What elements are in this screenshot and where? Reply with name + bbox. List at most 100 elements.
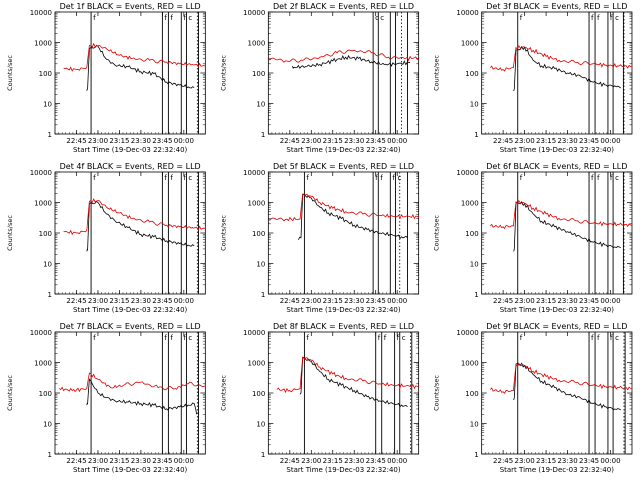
y-tick-label: 10000	[30, 169, 52, 177]
marker-letter: c	[615, 334, 619, 342]
panel-title: Det 9f BLACK = Events, RED = LLD	[486, 322, 627, 331]
y-axis-label: Counts/sec	[219, 55, 227, 91]
marker-letter: f	[591, 334, 594, 342]
x-tick-label: 23:00	[88, 297, 108, 305]
x-axis-label: Start Time (19-Dec-03 22:32:40)	[73, 146, 187, 154]
series-events	[86, 378, 198, 415]
marker-letter: f	[591, 174, 594, 182]
y-axis-label: Counts/sec	[219, 375, 227, 411]
marker-letter: f	[93, 174, 96, 182]
x-tick-label: 22:45	[493, 457, 513, 465]
marker-letter: f	[610, 14, 613, 22]
x-tick-label: 23:00	[301, 137, 321, 145]
y-tick-label: 100	[465, 230, 478, 238]
x-tick-label: 23:45	[152, 457, 172, 465]
panel-det-9: Det 9f BLACK = Events, RED = LLD 1 10 100 10…	[433, 322, 633, 474]
x-tick-label: 23:45	[366, 297, 386, 305]
x-tick-label: 22:45	[493, 137, 513, 145]
series-lld	[490, 45, 633, 72]
x-tick-label: 23:30	[344, 297, 364, 305]
y-tick-label: 100	[252, 230, 265, 238]
x-tick-label: 22:45	[280, 457, 300, 465]
series-lld	[268, 49, 420, 63]
x-tick-label: 23:30	[131, 457, 151, 465]
plot-frame	[267, 171, 420, 295]
y-tick-label: 100	[39, 70, 52, 78]
marker-letter: f	[183, 174, 186, 182]
y-tick-label: 1000	[34, 200, 52, 208]
panel-det-4: Det 4f BLACK = Events, RED = LLD 1 10 100 10…	[6, 162, 206, 314]
marker-letter: c	[380, 14, 384, 22]
y-tick-label: 1000	[248, 360, 266, 368]
y-tick-label: 1000	[248, 200, 266, 208]
marker-letter: f	[610, 174, 613, 182]
x-tick-label: 22:45	[66, 297, 86, 305]
x-tick-label: 23:30	[131, 137, 151, 145]
y-tick-label: 10000	[456, 169, 478, 177]
plot-frame	[481, 11, 633, 135]
series-events	[299, 356, 408, 408]
panel-det-2: Det 2f BLACK = Events, RED = LLD 1 10 100 10…	[219, 2, 420, 154]
x-tick-label: 23:00	[515, 457, 535, 465]
x-tick-label: 00:00	[387, 457, 407, 465]
marker-letter: f	[183, 334, 186, 342]
panel-det-8: Det 8f BLACK = Events, RED = LLD 1 10 100 10…	[219, 322, 420, 474]
y-tick-label: 10	[256, 421, 265, 429]
marker-letter: f	[170, 14, 173, 22]
x-tick-label: 23:45	[366, 137, 386, 145]
marker-letter: c	[188, 14, 192, 22]
x-tick-label: 23:15	[109, 457, 129, 465]
plot-frame	[54, 331, 206, 455]
y-axis-label: Counts/sec	[6, 55, 14, 91]
marker-letter: f	[164, 334, 167, 342]
y-tick-label: 1	[261, 131, 265, 139]
marker-letter: f	[164, 174, 167, 182]
y-tick-label: 1000	[34, 40, 52, 48]
panel-title: Det 2f BLACK = Events, RED = LLD	[273, 2, 414, 11]
y-tick-label: 100	[39, 230, 52, 238]
panel-title: Det 5f BLACK = Events, RED = LLD	[273, 162, 414, 171]
x-tick-label: 23:45	[366, 457, 386, 465]
series-lld	[63, 42, 206, 72]
marker-letter: f	[378, 334, 381, 342]
x-axis-label: Start Time (19-Dec-03 22:32:40)	[500, 306, 614, 314]
marker-letter: f	[591, 14, 594, 22]
y-tick-label: 10	[43, 421, 52, 429]
marker-letter: f	[610, 334, 613, 342]
x-tick-label: 23:30	[131, 297, 151, 305]
panel-title: Det 4f BLACK = Events, RED = LLD	[60, 162, 201, 171]
panel-title: Det 7f BLACK = Events, RED = LLD	[60, 322, 201, 331]
x-tick-label: 23:45	[152, 297, 172, 305]
x-tick-label: 23:45	[579, 137, 599, 145]
x-tick-label: 23:15	[536, 457, 556, 465]
y-tick-label: 10000	[456, 9, 478, 17]
y-tick-label: 1	[474, 131, 478, 139]
marker-letter: c	[397, 174, 401, 182]
y-tick-label: 10000	[243, 329, 265, 337]
x-tick-label: 23:30	[344, 137, 364, 145]
y-tick-label: 1	[474, 291, 478, 299]
series-events	[292, 54, 411, 69]
x-tick-label: 23:15	[109, 297, 129, 305]
x-axis-label: Start Time (19-Dec-03 22:32:40)	[286, 466, 400, 474]
x-axis-label: Start Time (19-Dec-03 22:32:40)	[500, 146, 614, 154]
x-tick-label: 00:00	[600, 457, 620, 465]
marker-letter: f	[597, 334, 600, 342]
y-tick-label: 100	[39, 390, 52, 398]
y-tick-label: 10000	[243, 169, 265, 177]
y-tick-label: 10000	[456, 329, 478, 337]
x-tick-label: 00:00	[600, 297, 620, 305]
panel-det-5: Det 5f BLACK = Events, RED = LLD 1 10 100 10…	[219, 162, 420, 314]
panel-det-1: Det 1f BLACK = Events, RED = LLD 1 10 100 10…	[6, 2, 206, 154]
y-tick-label: 1000	[248, 40, 266, 48]
x-tick-label: 00:00	[387, 297, 407, 305]
marker-letter: f	[375, 174, 378, 182]
x-tick-label: 23:45	[579, 457, 599, 465]
x-tick-label: 23:45	[579, 297, 599, 305]
y-axis-label: Counts/sec	[433, 55, 441, 91]
x-axis-label: Start Time (19-Dec-03 22:32:40)	[286, 306, 400, 314]
y-tick-label: 10	[256, 261, 265, 269]
x-tick-label: 23:30	[557, 297, 577, 305]
y-tick-label: 100	[252, 70, 265, 78]
marker-letter: f	[380, 174, 383, 182]
